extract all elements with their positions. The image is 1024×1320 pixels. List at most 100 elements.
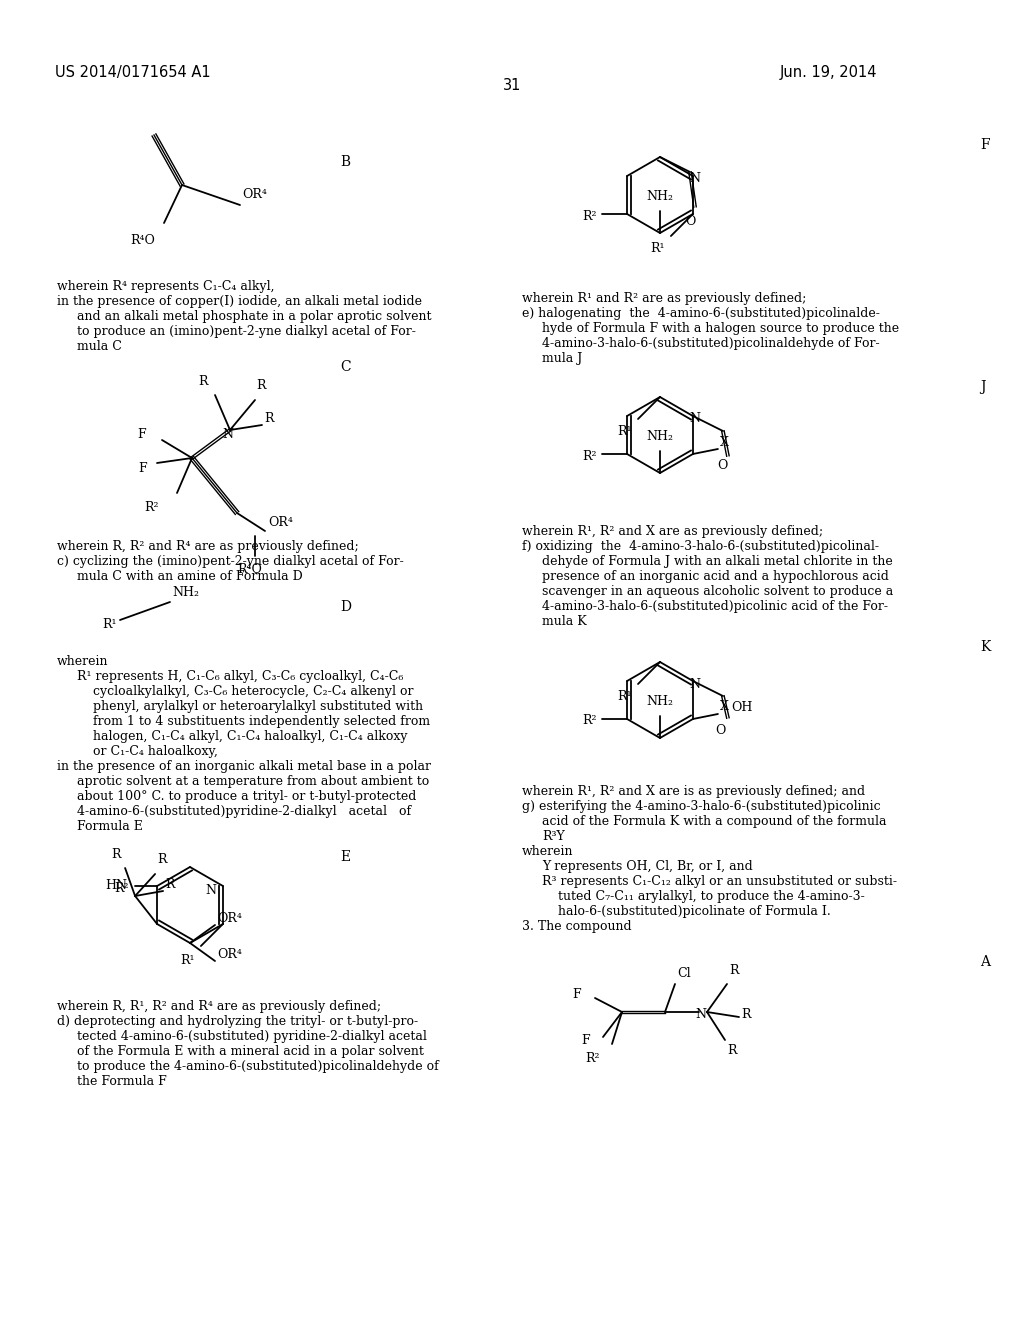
Text: R¹: R¹ [180, 954, 195, 968]
Text: O: O [718, 459, 728, 473]
Text: dehyde of Formula J with an alkali metal chlorite in the: dehyde of Formula J with an alkali metal… [542, 554, 893, 568]
Text: Jun. 19, 2014: Jun. 19, 2014 [780, 65, 878, 81]
Text: R¹ represents H, C₁-C₆ alkyl, C₃-C₆ cycloalkyl, C₄-C₆: R¹ represents H, C₁-C₆ alkyl, C₃-C₆ cycl… [77, 671, 403, 682]
Text: wherein R¹ and R² are as previously defined;: wherein R¹ and R² are as previously defi… [522, 292, 806, 305]
Text: wherein R, R² and R⁴ are as previously defined;: wherein R, R² and R⁴ are as previously d… [57, 540, 358, 553]
Text: N: N [689, 412, 700, 425]
Text: N: N [689, 677, 700, 690]
Text: NH₂: NH₂ [646, 190, 674, 203]
Text: OH: OH [731, 701, 753, 714]
Text: wherein R¹, R² and X are is as previously defined; and: wherein R¹, R² and X are is as previousl… [522, 785, 865, 799]
Text: R²: R² [144, 502, 159, 513]
Text: 4-amino-3-halo-6-(substituted)picolinic acid of the For-: 4-amino-3-halo-6-(substituted)picolinic … [542, 601, 888, 612]
Text: mula C: mula C [77, 341, 122, 352]
Text: F: F [582, 1034, 590, 1047]
Text: mula K: mula K [542, 615, 587, 628]
Text: wherein: wherein [57, 655, 109, 668]
Text: scavenger in an aqueous alcoholic solvent to produce a: scavenger in an aqueous alcoholic solven… [542, 585, 893, 598]
Text: R³ represents C₁-C₁₂ alkyl or an unsubstituted or substi-: R³ represents C₁-C₁₂ alkyl or an unsubst… [542, 875, 897, 888]
Text: acid of the Formula K with a compound of the formula: acid of the Formula K with a compound of… [542, 814, 887, 828]
Text: R: R [729, 964, 738, 977]
Text: A: A [980, 954, 990, 969]
Text: R²: R² [583, 210, 597, 223]
Text: about 100° C. to produce a trityl- or t-butyl-protected: about 100° C. to produce a trityl- or t-… [77, 789, 417, 803]
Text: R¹: R¹ [102, 618, 117, 631]
Text: R³Y: R³Y [542, 830, 565, 843]
Text: R²: R² [583, 450, 597, 462]
Text: Formula E: Formula E [77, 820, 143, 833]
Text: to produce an (imino)pent-2-yne dialkyl acetal of For-: to produce an (imino)pent-2-yne dialkyl … [77, 325, 416, 338]
Text: from 1 to 4 substituents independently selected from: from 1 to 4 substituents independently s… [93, 715, 430, 729]
Text: tuted C₇-C₁₁ arylalkyl, to produce the 4-amino-3-: tuted C₇-C₁₁ arylalkyl, to produce the 4… [558, 890, 864, 903]
Text: in the presence of an inorganic alkali metal base in a polar: in the presence of an inorganic alkali m… [57, 760, 431, 774]
Text: O: O [716, 723, 726, 737]
Text: R: R [741, 1007, 751, 1020]
Text: wherein: wherein [522, 845, 573, 858]
Text: R: R [727, 1044, 736, 1057]
Text: mula C with an amine of Formula D: mula C with an amine of Formula D [77, 570, 303, 583]
Text: mula J: mula J [542, 352, 583, 366]
Text: 3. The compound: 3. The compound [522, 920, 632, 933]
Text: OR⁴: OR⁴ [242, 189, 267, 202]
Text: R⁴O: R⁴O [130, 234, 155, 247]
Text: the Formula F: the Formula F [77, 1074, 167, 1088]
Text: f) oxidizing  the  4-amino-3-halo-6-(substituted)picolinal-: f) oxidizing the 4-amino-3-halo-6-(subst… [522, 540, 879, 553]
Text: E: E [340, 850, 350, 865]
Text: 4-amino-6-(substituted)pyridine-2-dialkyl   acetal   of: 4-amino-6-(substituted)pyridine-2-dialky… [77, 805, 411, 818]
Text: R: R [112, 847, 121, 861]
Text: c) cyclizing the (imino)pent-2-yne dialkyl acetal of For-: c) cyclizing the (imino)pent-2-yne dialk… [57, 554, 403, 568]
Text: F: F [138, 462, 147, 474]
Text: OR⁴: OR⁴ [268, 516, 293, 529]
Text: C: C [340, 360, 350, 374]
Text: R²: R² [583, 714, 597, 727]
Text: F: F [980, 139, 989, 152]
Text: N: N [689, 173, 700, 186]
Text: R: R [199, 375, 208, 388]
Text: to produce the 4-amino-6-(substituted)picolinaldehyde of: to produce the 4-amino-6-(substituted)pi… [77, 1060, 438, 1073]
Text: J: J [980, 380, 985, 393]
Text: tected 4-amino-6-(substituted) pyridine-2-dialkyl acetal: tected 4-amino-6-(substituted) pyridine-… [77, 1030, 427, 1043]
Text: N: N [206, 883, 216, 896]
Text: wherein R¹, R² and X are as previously defined;: wherein R¹, R² and X are as previously d… [522, 525, 823, 539]
Text: R²: R² [115, 882, 129, 895]
Text: NH₂: NH₂ [646, 696, 674, 708]
Text: halo-6-(substituted)picolinate of Formula I.: halo-6-(substituted)picolinate of Formul… [558, 906, 830, 917]
Text: hyde of Formula F with a halogen source to produce the: hyde of Formula F with a halogen source … [542, 322, 899, 335]
Text: Y represents OH, Cl, Br, or I, and: Y represents OH, Cl, Br, or I, and [542, 861, 753, 873]
Text: R⁴O: R⁴O [237, 564, 262, 576]
Text: B: B [340, 154, 350, 169]
Text: and an alkali metal phosphate in a polar aprotic solvent: and an alkali metal phosphate in a polar… [77, 310, 431, 323]
Text: 31: 31 [503, 78, 521, 92]
Text: R: R [264, 412, 273, 425]
Text: of the Formula E with a mineral acid in a polar solvent: of the Formula E with a mineral acid in … [77, 1045, 424, 1059]
Text: or C₁-C₄ haloalkoxy,: or C₁-C₄ haloalkoxy, [93, 744, 218, 758]
Text: halogen, C₁-C₄ alkyl, C₁-C₄ haloalkyl, C₁-C₄ alkoxy: halogen, C₁-C₄ alkyl, C₁-C₄ haloalkyl, C… [93, 730, 408, 743]
Text: N: N [695, 1008, 707, 1022]
Text: in the presence of copper(I) iodide, an alkali metal iodide: in the presence of copper(I) iodide, an … [57, 294, 422, 308]
Text: D: D [340, 601, 351, 614]
Text: R: R [256, 379, 265, 392]
Text: cycloalkylalkyl, C₃-C₆ heterocycle, C₂-C₄ alkenyl or: cycloalkylalkyl, C₃-C₆ heterocycle, C₂-C… [93, 685, 414, 698]
Text: F: F [572, 987, 581, 1001]
Text: N: N [222, 428, 233, 441]
Text: OR⁴: OR⁴ [217, 912, 242, 925]
Text: US 2014/0171654 A1: US 2014/0171654 A1 [55, 65, 211, 81]
Text: g) esterifying the 4-amino-3-halo-6-(substituted)picolinic: g) esterifying the 4-amino-3-halo-6-(sub… [522, 800, 881, 813]
Text: R²: R² [586, 1052, 600, 1065]
Text: d) deprotecting and hydrolyzing the trityl- or t-butyl-pro-: d) deprotecting and hydrolyzing the trit… [57, 1015, 418, 1028]
Text: HN: HN [105, 879, 127, 892]
Text: 4-amino-3-halo-6-(substituted)picolinaldehyde of For-: 4-amino-3-halo-6-(substituted)picolinald… [542, 337, 880, 350]
Text: O: O [685, 215, 695, 228]
Text: X: X [720, 436, 729, 449]
Text: R¹: R¹ [617, 690, 632, 704]
Text: Cl: Cl [677, 968, 690, 979]
Text: wherein R, R¹, R² and R⁴ are as previously defined;: wherein R, R¹, R² and R⁴ are as previous… [57, 1001, 381, 1012]
Text: presence of an inorganic acid and a hypochlorous acid: presence of an inorganic acid and a hypo… [542, 570, 889, 583]
Text: X: X [720, 701, 729, 714]
Text: NH₂: NH₂ [646, 430, 674, 444]
Text: OR⁴: OR⁴ [217, 949, 242, 961]
Text: e) halogenating  the  4-amino-6-(substituted)picolinalde-: e) halogenating the 4-amino-6-(substitut… [522, 308, 880, 319]
Text: R¹: R¹ [650, 242, 665, 255]
Text: K: K [980, 640, 990, 653]
Text: F: F [137, 429, 146, 441]
